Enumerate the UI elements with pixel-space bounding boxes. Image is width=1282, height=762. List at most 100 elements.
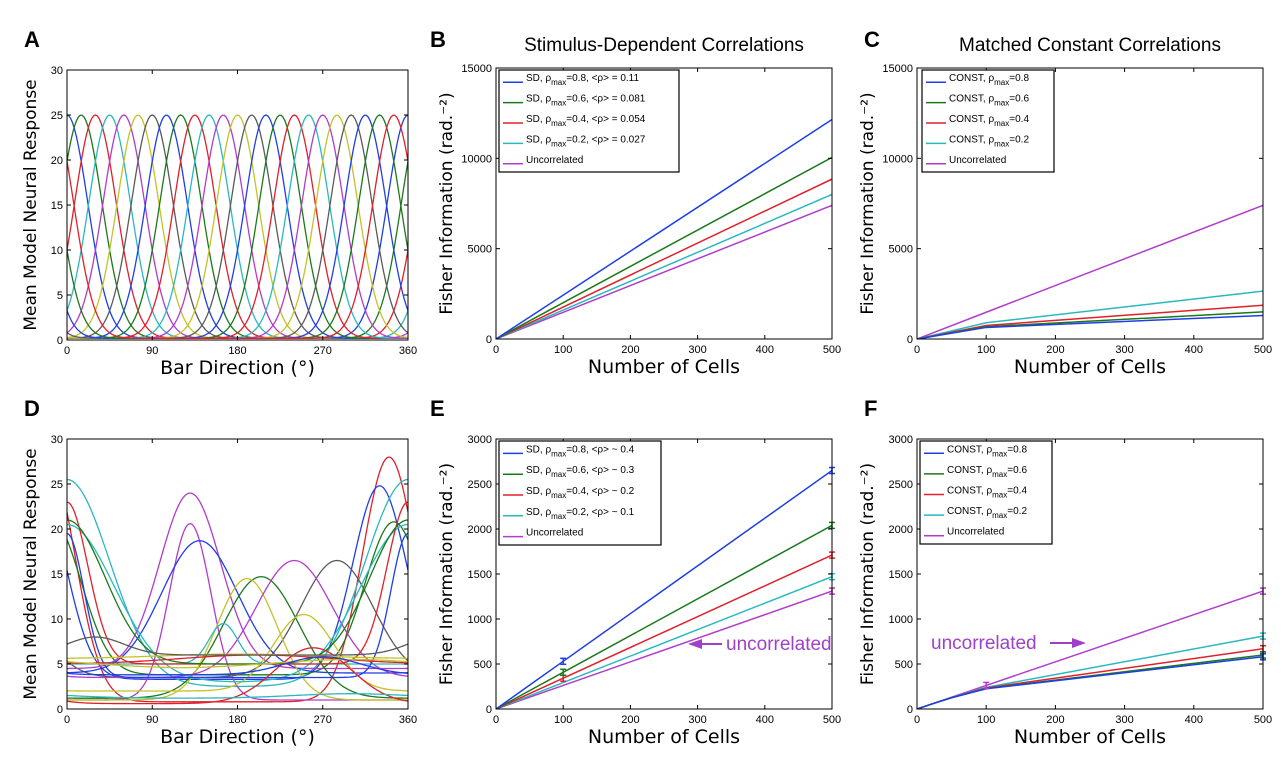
tuning-curve — [67, 653, 408, 659]
legend-entry: CONST, ρmax=0.8 — [949, 73, 1029, 87]
x-tick-label: 180 — [228, 714, 246, 726]
series-line — [496, 469, 832, 709]
series-line — [496, 524, 832, 709]
x-tick-label: 0 — [64, 345, 70, 357]
panel-f-chart: F 0 100 200 300 400 500 0 500 1000 1500 2000 2500 300… — [858, 396, 1272, 748]
tuning-curve — [67, 532, 408, 679]
series-line — [496, 178, 832, 339]
chart-title-c: Matched Constant Correlations — [959, 35, 1221, 56]
legend-text: SD, ρ — [526, 486, 551, 497]
y-tick-label: 5000 — [889, 244, 913, 256]
legend-subscript: max — [994, 78, 1009, 87]
legend-subscript: max — [992, 491, 1007, 500]
legend-text: SD, ρ — [526, 134, 551, 145]
series-line — [496, 204, 832, 339]
legend-entry: SD, ρmax=0.8, <ρ> = 0.11 — [526, 73, 639, 87]
legend-entry: Uncorrelated — [947, 527, 1004, 538]
tuning-curve — [67, 114, 408, 339]
y-tick-label: 30 — [51, 65, 63, 77]
legend-text: =0.2, <ρ> ~ 0.1 — [566, 507, 634, 518]
y-tick-label: 30 — [51, 434, 63, 446]
tuning-curve — [67, 114, 408, 339]
y-tick-label: 20 — [51, 524, 63, 536]
x-axis-label-b: Number of Cells — [588, 356, 740, 378]
x-tick-label: 360 — [399, 714, 417, 726]
x-tick-label: 500 — [823, 714, 841, 726]
y-axis-label-f: Fisher Information (rad.⁻²) — [858, 463, 878, 685]
y-tick-label: 0 — [57, 335, 63, 347]
tuning-curve — [67, 114, 408, 339]
y-tick-label: 20 — [51, 155, 63, 167]
panel-label-c: C — [864, 27, 880, 52]
legend-text: =0.4 — [1007, 486, 1027, 497]
x-tick-label: 180 — [228, 345, 246, 357]
tuning-curve — [67, 114, 408, 339]
plot-area-d — [67, 456, 408, 705]
tuning-curve — [67, 114, 408, 339]
panel-label-b: B — [430, 27, 446, 52]
legend-text: =0.8 — [1007, 444, 1027, 455]
tuning-curve — [67, 656, 408, 676]
x-tick-label: 200 — [621, 714, 639, 726]
y-tick-label: 3000 — [468, 434, 492, 446]
legend-subscript: max — [551, 449, 566, 458]
tuning-curve — [67, 114, 408, 339]
legend-entry: CONST, ρmax=0.4 — [947, 486, 1027, 500]
legend-subscript: max — [994, 99, 1009, 108]
panel-label-a: A — [24, 27, 40, 52]
y-tick-label: 2500 — [889, 479, 913, 491]
legend-entry: Uncorrelated — [526, 528, 583, 539]
legend-text: SD, ρ — [526, 444, 551, 455]
legend-subscript: max — [992, 470, 1007, 479]
x-tick-label: 400 — [756, 344, 774, 356]
plot-area-c — [917, 204, 1263, 339]
tuning-curve — [67, 114, 408, 339]
legend-text: SD, ρ — [526, 507, 551, 518]
x-tick-label: 100 — [554, 714, 572, 726]
y-tick-label: 0 — [57, 704, 63, 716]
legend-text: SD, ρ — [526, 465, 551, 476]
legend-text: =0.6 — [1007, 465, 1027, 476]
plot-area-a — [67, 114, 408, 339]
x-tick-label: 0 — [493, 714, 499, 726]
x-tick-label: 100 — [554, 344, 572, 356]
legend-box — [919, 440, 1053, 545]
legend-e: SD, ρmax=0.8, <ρ> ~ 0.4SD, ρmax=0.6, <ρ>… — [498, 440, 662, 546]
x-tick-label: 500 — [823, 344, 841, 356]
legend-subscript: max — [551, 99, 566, 108]
tuning-curve — [67, 693, 408, 699]
legend-text: =0.6, <ρ> ~ 0.3 — [566, 465, 634, 476]
y-tick-label: 15000 — [461, 63, 492, 75]
annotation-arrow-head — [1072, 638, 1086, 648]
y-tick-label: 5 — [57, 659, 63, 671]
y-tick-label: 10000 — [461, 153, 492, 165]
panel-c-chart: C Matched Constant Correlations 0 100 200 300… — [858, 27, 1272, 378]
x-tick-label: 270 — [314, 345, 332, 357]
legend-subscript: max — [994, 139, 1009, 148]
plot-area-e — [496, 469, 832, 709]
y-tick-label: 500 — [474, 659, 492, 671]
tuning-curve — [67, 114, 408, 339]
x-tick-label: 100 — [977, 344, 995, 356]
legend-text: =0.6, <ρ> = 0.081 — [566, 94, 646, 105]
series-line — [917, 656, 1263, 709]
x-axis-label-c: Number of Cells — [1014, 356, 1166, 378]
legend-text: =0.6 — [1009, 94, 1029, 105]
legend-subscript: max — [992, 511, 1007, 520]
tuning-curve — [67, 114, 408, 339]
legend-text: CONST, ρ — [947, 506, 992, 517]
legend-box — [921, 69, 1055, 173]
y-tick-label: 15 — [51, 569, 63, 581]
tuning-curve — [67, 114, 408, 339]
legend-text: =0.8, <ρ> = 0.11 — [566, 73, 639, 84]
tuning-curve — [67, 114, 408, 339]
series-line — [496, 554, 832, 709]
legend-b: SD, ρmax=0.8, <ρ> = 0.11 SD, ρ max=0.6, <ρ… — [498, 69, 680, 173]
y-tick-label: 25 — [51, 110, 63, 122]
x-axis-label-f: Number of Cells — [1014, 726, 1166, 748]
legend-entry: CONST, ρmax=0.2 — [947, 506, 1027, 520]
tuning-curve — [67, 114, 408, 339]
panel-d-chart: D 0 90 180 270 360 0 5 10 15 20 25 30 Bar Direction (… — [21, 396, 417, 748]
chart-title-b: Stimulus-Dependent Correlations — [524, 35, 804, 56]
